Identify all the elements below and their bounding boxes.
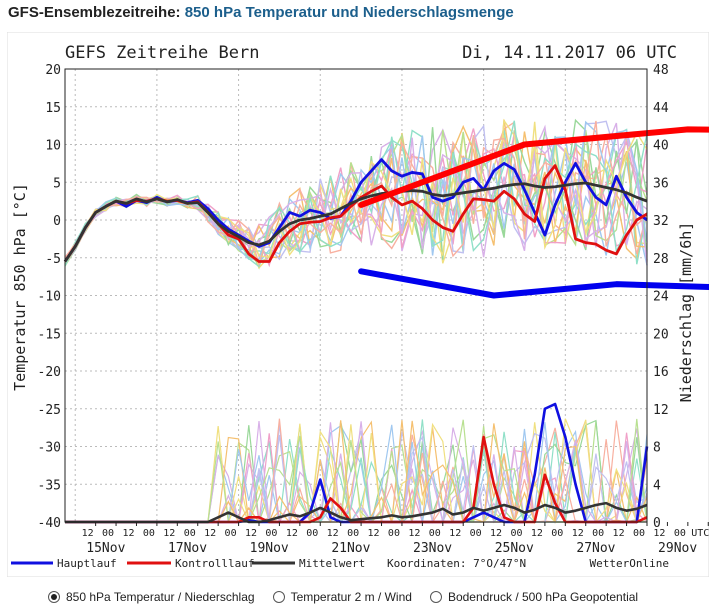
x-hour-label: 12 bbox=[572, 528, 584, 539]
legend-kontrolllauf: Kontrolllauf bbox=[175, 557, 254, 570]
y-tick-label: -10 bbox=[38, 290, 61, 305]
chart-legend: Hauptlauf Kontrolllauf Mittelwert Koordi… bbox=[11, 557, 669, 570]
y2-tick-label: 12 bbox=[653, 403, 669, 418]
legend-hauptlauf: Hauptlauf bbox=[57, 557, 117, 570]
y2-tick-label: 40 bbox=[653, 139, 669, 154]
x-hour-label: 00 bbox=[225, 528, 237, 539]
x-hour-label: 00 bbox=[551, 528, 563, 539]
chart-type-selector: 850 hPa Temperatur / Niederschlag Temper… bbox=[48, 590, 638, 604]
y2-tick-label: 28 bbox=[653, 252, 669, 267]
x-hour-label: UTC bbox=[691, 528, 709, 539]
series-mittelwert-temperature bbox=[63, 181, 648, 263]
y-axis-label: Temperatur 850 hPa [°C] bbox=[11, 183, 29, 391]
x-hour-label: 12 bbox=[286, 528, 298, 539]
radio-unchecked-icon[interactable] bbox=[272, 591, 285, 603]
y-tick-label: -40 bbox=[38, 516, 61, 531]
x-hour-label: 00 bbox=[265, 528, 277, 539]
x-hour-label: 12 bbox=[82, 528, 94, 539]
radio-unchecked-icon[interactable] bbox=[429, 591, 442, 603]
x-day-label: 19Nov bbox=[250, 541, 289, 556]
x-hour-label: 12 bbox=[245, 528, 257, 539]
x-day-label: 29Nov bbox=[658, 541, 697, 556]
y2-tick-label: 32 bbox=[653, 214, 669, 229]
chart-datetime: Di, 14.11.2017 06 UTC bbox=[462, 43, 677, 63]
chart-container: 20 48 15 44 10 40 5 36 0 32 -5 28 -10 24 -15 20 -20 16 -25… bbox=[6, 31, 718, 578]
radio-label: Bodendruck / 500 hPa Geopotential bbox=[447, 590, 639, 604]
x-hour-label: 12 bbox=[613, 528, 625, 539]
x-hour-label: 12 bbox=[490, 528, 502, 539]
y2-tick-label: 36 bbox=[653, 176, 669, 191]
legend-coords: Koordinaten: 7°O/47°N bbox=[387, 557, 526, 570]
y2-tick-label: 16 bbox=[653, 365, 669, 380]
x-hour-label: 00 bbox=[510, 528, 522, 539]
x-hour-label: 00 bbox=[306, 528, 318, 539]
x-hour-label: 00 bbox=[429, 528, 441, 539]
x-hour-label: 00 bbox=[347, 528, 359, 539]
y-tick-label: -35 bbox=[38, 478, 61, 493]
x-hour-label: 12 bbox=[204, 528, 216, 539]
x-hour-label: 00 bbox=[143, 528, 155, 539]
x-day-label: 17Nov bbox=[168, 541, 207, 556]
upper-trend-line bbox=[358, 126, 718, 208]
y-tick-label: 10 bbox=[45, 139, 61, 154]
x-day-label: 23Nov bbox=[413, 541, 452, 556]
legend-mittelwert: Mittelwert bbox=[299, 557, 365, 570]
x-hour-label: 00 bbox=[102, 528, 114, 539]
y2-tick-label: 48 bbox=[653, 63, 669, 78]
x-hour-label: 00 bbox=[184, 528, 196, 539]
radio-pressure-geopotential[interactable]: Bodendruck / 500 hPa Geopotential bbox=[429, 590, 639, 604]
chart-title: GEFS Zeitreihe Bern bbox=[65, 43, 259, 63]
radio-temp2m-wind[interactable]: Temperatur 2 m / Wind bbox=[272, 590, 412, 604]
y-tick-label: 15 bbox=[45, 101, 61, 116]
x-hour-label: 00 bbox=[470, 528, 482, 539]
y-tick-label: -5 bbox=[45, 252, 61, 267]
x-hour-label: 00 bbox=[674, 528, 686, 539]
radio-checked-icon[interactable] bbox=[48, 591, 60, 603]
x-day-label: 21Nov bbox=[331, 541, 370, 556]
legend-brand: WetterOnline bbox=[590, 557, 669, 570]
ensemble-member-temperature bbox=[64, 127, 648, 266]
y-tick-label: -20 bbox=[38, 365, 61, 380]
lower-trend-line bbox=[358, 268, 718, 299]
x-hour-label: 00 bbox=[388, 528, 400, 539]
x-hour-label: 00 bbox=[592, 528, 604, 539]
radio-temp850-precip[interactable]: 850 hPa Temperatur / Niederschlag bbox=[48, 590, 255, 604]
radio-label: Temperatur 2 m / Wind bbox=[290, 590, 412, 604]
y-tick-label: 20 bbox=[45, 63, 61, 78]
x-hour-label: 12 bbox=[368, 528, 380, 539]
y2-tick-label: 24 bbox=[653, 290, 669, 305]
y2-axis-label: Niederschlag [mm/6h] bbox=[677, 222, 695, 403]
heading-prefix: GFS-Ensemblezeitreihe: bbox=[8, 4, 181, 21]
y2-tick-label: 44 bbox=[653, 101, 669, 116]
y-tick-label: -30 bbox=[38, 441, 61, 456]
page-heading: GFS-Ensemblezeitreihe: 850 hPa Temperatu… bbox=[8, 4, 514, 21]
heading-title: 850 hPa Temperatur und Niederschlagsmeng… bbox=[184, 4, 514, 21]
x-hour-label: 12 bbox=[449, 528, 461, 539]
y2-tick-label: 8 bbox=[653, 441, 661, 456]
y2-tick-label: 0 bbox=[653, 516, 661, 531]
x-day-label: 27Nov bbox=[576, 541, 615, 556]
y-tick-label: -15 bbox=[38, 327, 61, 342]
y-tick-label: -25 bbox=[38, 403, 61, 418]
plot-frame bbox=[64, 68, 648, 523]
y-tick-label: 0 bbox=[53, 214, 61, 229]
y2-tick-label: 4 bbox=[653, 478, 661, 493]
x-hour-label: 12 bbox=[531, 528, 543, 539]
x-hour-label: 12 bbox=[163, 528, 175, 539]
x-hour-label: 12 bbox=[122, 528, 134, 539]
y2-tick-label: 20 bbox=[653, 327, 669, 342]
x-hour-label: 12 bbox=[653, 528, 665, 539]
x-hour-label: 12 bbox=[327, 528, 339, 539]
radio-label: 850 hPa Temperatur / Niederschlag bbox=[66, 590, 255, 604]
y-tick-label: 5 bbox=[53, 176, 61, 191]
x-day-label: 15Nov bbox=[86, 541, 125, 556]
x-hour-label: 00 bbox=[633, 528, 645, 539]
x-day-label: 25Nov bbox=[495, 541, 534, 556]
x-hour-label: 12 bbox=[408, 528, 420, 539]
